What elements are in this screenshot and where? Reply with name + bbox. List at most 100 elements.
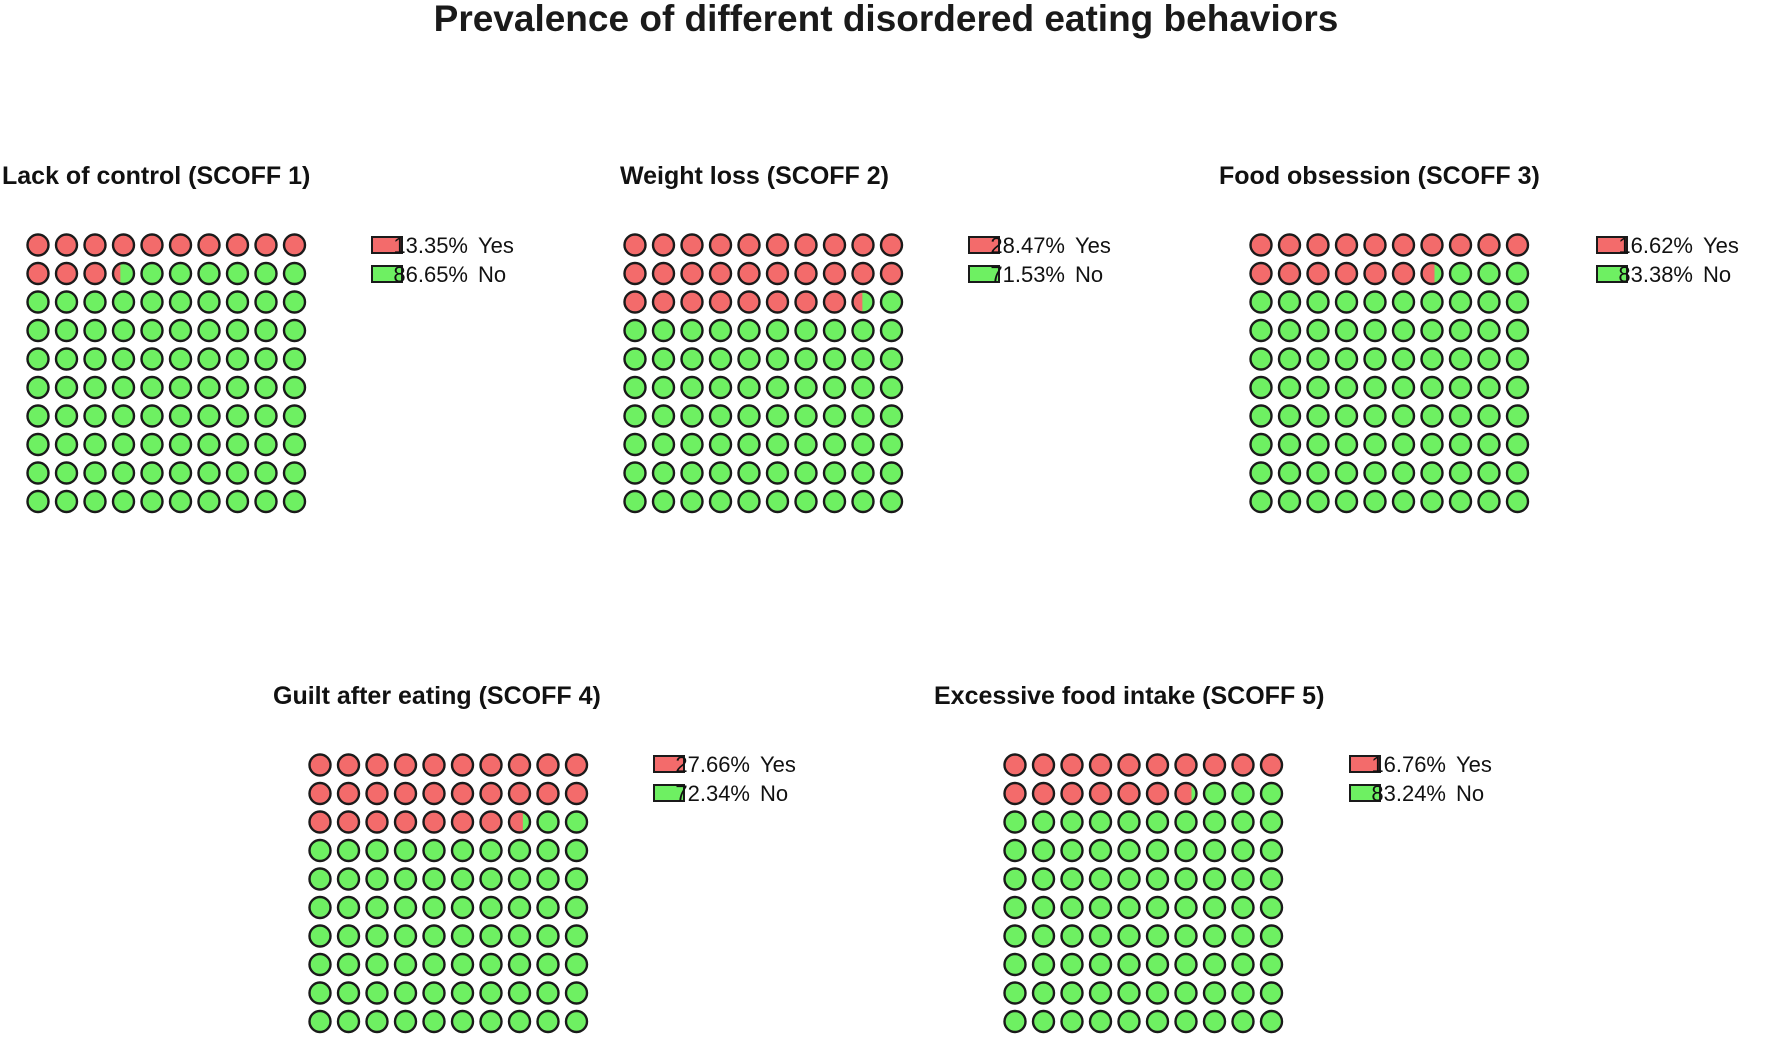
- waffle-cell-no: [1363, 318, 1387, 343]
- waffle-cell-no: [26, 290, 50, 314]
- waffle-cell-no: [197, 347, 221, 371]
- waffle-cell-no: [1505, 375, 1530, 400]
- waffle-cell-no: [83, 318, 107, 343]
- legend-swatch-no: [653, 784, 685, 802]
- waffle-cell-no: [140, 404, 164, 428]
- waffle-cell-no: [1145, 924, 1170, 948]
- waffle-cell-no: [1060, 810, 1084, 834]
- waffle-cell-no: [1003, 924, 1027, 948]
- waffle-cell-no: [1031, 810, 1056, 834]
- waffle-cell-yes: [1249, 261, 1273, 286]
- waffle-cell-yes: [1277, 233, 1302, 257]
- waffle-cell-no: [1505, 461, 1530, 485]
- waffle-cell-yes: [1448, 233, 1473, 257]
- waffle-cell-no: [1277, 461, 1302, 485]
- waffle-cell-no: [1117, 952, 1141, 977]
- waffle-cell-no: [1259, 867, 1284, 891]
- waffle-cell-yes: [822, 233, 847, 257]
- waffle-cell-yes: [651, 261, 676, 286]
- waffle-cell-no: [564, 867, 589, 891]
- waffle-cell-no: [54, 347, 79, 371]
- waffle-cell-no: [1306, 461, 1330, 485]
- waffle-cell-no: [26, 318, 50, 343]
- waffle-cell-no: [851, 347, 875, 371]
- waffle-cell-no: [336, 838, 361, 863]
- waffle-cell-no: [1231, 867, 1255, 891]
- waffle-cell-yes: [282, 233, 307, 257]
- waffle-cell-no: [450, 838, 475, 863]
- legend-value-yes: 27.66%: [675, 752, 750, 777]
- waffle-cell-no: [1174, 867, 1198, 891]
- waffle-cell-no: [536, 838, 560, 863]
- legend-swatch-yes: [1596, 236, 1628, 254]
- waffle-cell-no: [851, 432, 875, 457]
- waffle-cell-no: [1420, 375, 1444, 400]
- waffle-cell-yes: [254, 233, 278, 257]
- waffle-cell-no: [1249, 318, 1273, 343]
- waffle-cell-yes: [765, 261, 790, 286]
- waffle-cell-no: [393, 981, 418, 1005]
- waffle-grid: [26, 233, 307, 514]
- waffle-cell-no: [1231, 924, 1255, 948]
- waffle-cell-no: [1477, 432, 1501, 457]
- waffle-cell-yes: [168, 233, 193, 257]
- waffle-cell-no: [1477, 347, 1501, 371]
- waffle-cell-no: [708, 489, 733, 514]
- waffle-cell-yes: [623, 290, 647, 314]
- waffle-cell-yes: [140, 233, 164, 257]
- waffle-cell-no: [111, 290, 136, 314]
- waffle-cell-no: [1145, 981, 1170, 1005]
- waffle-cell-no: [1391, 318, 1416, 343]
- waffle-cell-no: [1505, 404, 1530, 428]
- waffle-cell-yes: [564, 781, 589, 806]
- waffle-cell-yes: [479, 753, 503, 777]
- waffle-cell-yes: [1003, 781, 1027, 806]
- waffle-cell-no: [1031, 924, 1056, 948]
- waffle-cell-yes: [1060, 753, 1084, 777]
- waffle-cell-no: [365, 924, 389, 948]
- waffle-cell-no: [1259, 952, 1284, 977]
- waffle-cell-no: [422, 924, 446, 948]
- legend-swatch-no: [1596, 265, 1628, 283]
- waffle-cell-no: [1003, 810, 1027, 834]
- waffle-cell-no: [1277, 489, 1302, 514]
- waffle-cell-no: [507, 867, 532, 891]
- waffle-cell-no: [1277, 290, 1302, 314]
- waffle-cell-no: [651, 318, 676, 343]
- legend-value-yes: 13.35%: [393, 233, 468, 258]
- waffle-cell-no: [365, 1009, 389, 1034]
- waffle-cell-no: [111, 489, 136, 514]
- legend-label-no: No: [1075, 262, 1103, 287]
- panel-title: Excessive food intake (SCOFF 5): [934, 682, 1324, 710]
- waffle-cell-no: [1277, 404, 1302, 428]
- waffle-cell-no: [1202, 952, 1227, 977]
- waffle-cell-no: [680, 375, 704, 400]
- waffle-cell-no: [765, 461, 790, 485]
- waffle-cell-no: [623, 461, 647, 485]
- waffle-cell-no: [168, 489, 193, 514]
- waffle-cell-no: [564, 810, 589, 834]
- waffle-grid: [1003, 753, 1284, 1034]
- waffle-panel-2: Weight loss (SCOFF 2) 28.47% Yes 71.53% No: [620, 162, 1111, 514]
- waffle-cell-no: [1363, 432, 1387, 457]
- waffle-cell-yes: [450, 781, 475, 806]
- legend-value-no: 71.53%: [990, 262, 1065, 287]
- waffle-cell-no: [336, 924, 361, 948]
- waffle-cell-no: [564, 952, 589, 977]
- waffle-cell-no: [1031, 867, 1056, 891]
- waffle-cell-no: [1088, 1009, 1113, 1034]
- waffle-cell-no: [393, 1009, 418, 1034]
- waffle-cell-no: [168, 261, 193, 286]
- waffle-panel-1: Lack of control (SCOFF 1) 13.35% Yes 86.65%…: [2, 162, 514, 514]
- waffle-cell-no: [450, 981, 475, 1005]
- waffle-cell-yes: [1145, 753, 1170, 777]
- waffle-cell-no: [1117, 867, 1141, 891]
- legend-swatch-yes: [653, 755, 685, 773]
- waffle-cell-no: [1202, 924, 1227, 948]
- waffle-cell-no: [479, 924, 503, 948]
- waffle-cell-yes: [1505, 233, 1530, 257]
- waffle-cell-no: [422, 981, 446, 1005]
- waffle-cell-no: [822, 432, 847, 457]
- waffle-cell-yes: [879, 261, 904, 286]
